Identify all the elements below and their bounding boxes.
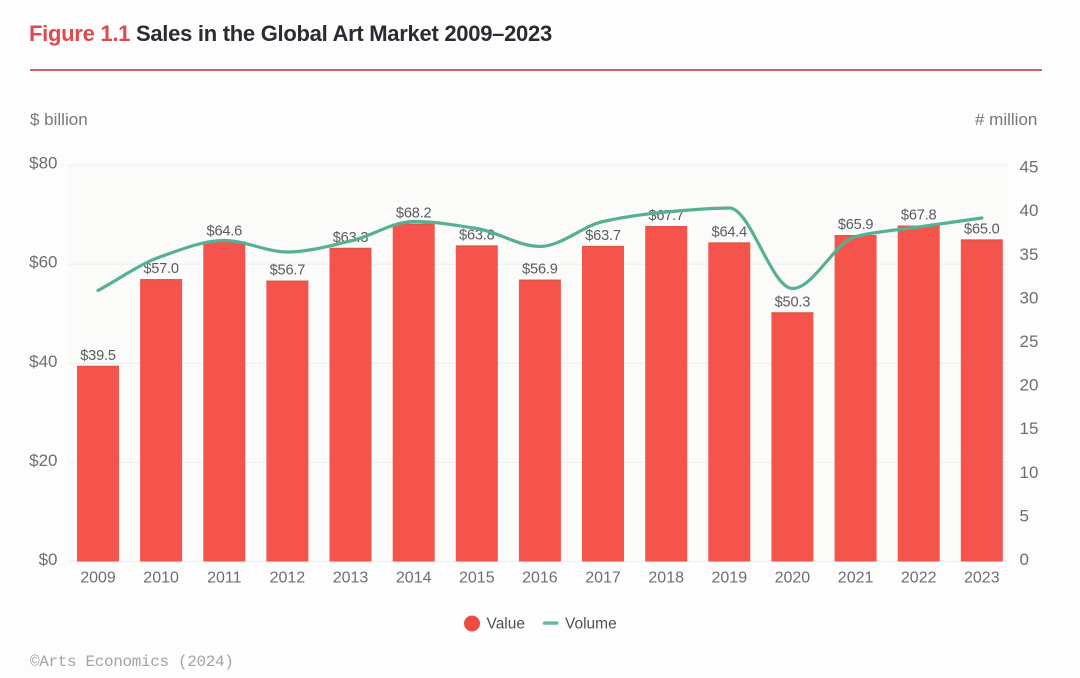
svg-text:2019: 2019 (712, 570, 748, 587)
svg-text:0: 0 (1020, 550, 1029, 569)
svg-text:$20: $20 (29, 451, 57, 470)
svg-text:$40: $40 (29, 352, 57, 371)
svg-text:20: 20 (1020, 376, 1039, 395)
svg-text:15: 15 (1020, 419, 1039, 438)
svg-text:2017: 2017 (585, 570, 621, 587)
svg-text:2011: 2011 (207, 570, 242, 587)
svg-text:2012: 2012 (270, 570, 306, 587)
svg-text:$60: $60 (29, 253, 57, 272)
svg-text:$0: $0 (39, 550, 58, 569)
svg-text:2020: 2020 (775, 570, 811, 587)
svg-text:2010: 2010 (143, 570, 179, 587)
svg-text:$64.6: $64.6 (207, 223, 243, 239)
svg-text:$80: $80 (29, 154, 57, 173)
svg-text:2018: 2018 (648, 570, 684, 587)
svg-text:$57.0: $57.0 (143, 261, 179, 277)
svg-text:$56.7: $56.7 (270, 263, 306, 279)
svg-text:35: 35 (1020, 245, 1039, 264)
svg-text:5: 5 (1020, 506, 1029, 525)
svg-text:Value: Value (487, 616, 526, 633)
svg-text:30: 30 (1020, 288, 1039, 307)
svg-text:2015: 2015 (459, 570, 495, 587)
svg-text:$63.7: $63.7 (585, 228, 621, 244)
svg-text:$65.0: $65.0 (964, 221, 1000, 237)
svg-text:Volume: Volume (565, 616, 617, 633)
svg-text:2023: 2023 (964, 570, 1000, 587)
svg-text:$67.8: $67.8 (901, 208, 937, 224)
svg-text:$56.9: $56.9 (522, 262, 558, 278)
svg-text:$50.3: $50.3 (775, 294, 811, 310)
svg-text:45: 45 (1020, 158, 1039, 177)
svg-text:2021: 2021 (838, 570, 874, 587)
svg-text:2022: 2022 (901, 570, 937, 587)
svg-text:25: 25 (1020, 332, 1039, 351)
svg-text:2009: 2009 (80, 570, 116, 587)
svg-text:40: 40 (1020, 201, 1039, 220)
svg-text:$64.4: $64.4 (712, 224, 748, 240)
svg-text:$39.5: $39.5 (80, 348, 116, 364)
svg-text:10: 10 (1020, 463, 1039, 482)
svg-text:$65.9: $65.9 (838, 217, 874, 233)
svg-text:$68.2: $68.2 (396, 206, 432, 222)
svg-text:2014: 2014 (396, 570, 432, 587)
svg-text:2013: 2013 (333, 570, 369, 587)
svg-text:2016: 2016 (522, 570, 558, 587)
